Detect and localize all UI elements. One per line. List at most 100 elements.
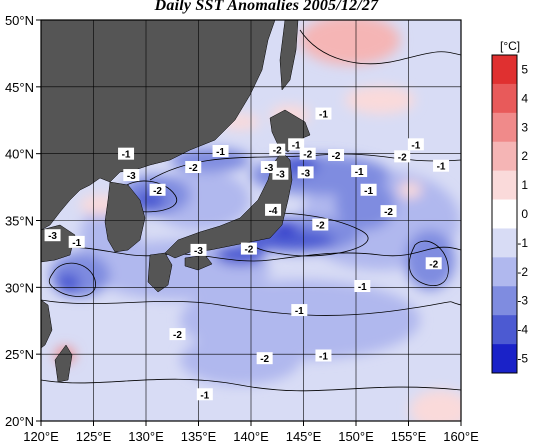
contour-label-bg [185,161,202,174]
contour-label: -2 [153,186,162,197]
lat-tick-label: 40°N [5,147,34,162]
contour-label: -3 [127,171,136,182]
colorbar-swatch [492,55,517,85]
colorbar-swatch [492,141,517,171]
colorbar-unit: [°C] [500,39,520,53]
colorbar-tick-label: -3 [517,294,528,308]
lat-tick-label: 35°N [5,214,34,229]
contour-label-bg [291,304,308,317]
contour-label: -2 [244,245,253,256]
contour-label-bg [299,147,316,160]
contour-label: -2 [316,221,325,232]
contour-label-bg [288,138,305,151]
lon-tick-label: 145°E [286,429,322,444]
grid-lines [41,20,461,421]
contour-label: -1 [200,390,209,401]
contour-label: -2 [384,207,393,218]
colorbar-swatch [492,286,517,316]
lon-tick-label: 120°E [23,429,59,444]
colorbar-tick-label: 5 [521,62,528,76]
contour-label-bg [68,235,85,248]
contour-label: -2 [260,354,269,365]
colorbar-swatch [492,228,517,258]
colorbar-tick-label: 1 [521,178,528,192]
lon-tick-label: 160°E [443,429,479,444]
colorbar-swatch [492,257,517,287]
contour-label: -2 [173,330,182,341]
lon-tick-label: 135°E [181,429,217,444]
lat-tick-label: 25°N [5,347,34,362]
contour-label-bg [425,257,442,270]
contour-label-bg [433,159,450,172]
colorbar-swatch [492,170,517,200]
lat-tick-label: 30°N [5,280,34,295]
contour-label: -2 [398,152,407,163]
map-title: Daily SST Anomalies 2005/12/27 [154,0,379,14]
contour-label-bg [149,183,166,196]
contour-label-bg [260,161,277,174]
lon-tick-label: 150°E [338,429,374,444]
anomaly-field: -1-1 -2-3-2 -2 -2-1-1-2 -3 -3 -1-3-2 -1-4-2-2-1… [41,20,461,421]
contour-label-bg [190,243,207,256]
colorbar-tick-label: -4 [517,323,528,337]
colorbar-tick-label: -1 [517,236,528,250]
contour-label-bg [351,165,368,178]
colorbar-tick-label: -2 [517,265,528,279]
contour-label-bg [315,107,332,120]
contour-label: -1 [437,162,446,173]
colorbar-tick-label: 4 [521,91,528,105]
colorbar-swatch [492,83,517,114]
colorbar-swatch [492,112,517,143]
contour-label: -2 [273,146,282,157]
contour-label-bg [212,144,229,157]
contour-label-bg [118,147,135,160]
lat-tick-label: 45°N [5,80,34,95]
lon-tick-label: 155°E [391,429,427,444]
colorbar-swatch [492,344,517,374]
contour-label-bg [394,150,411,163]
lat-tick-label: 20°N [5,414,34,429]
contour-label: -2 [332,151,341,162]
lat-tick-label: 50°N [5,13,34,28]
lon-tick-label: 130°E [128,429,164,444]
contour-label-bg [315,349,332,362]
colorbar: [°C] 5 4 3 2 1 0 -1 -2 -3 -4 -5 [491,39,528,374]
contour-label: -1 [355,167,364,178]
lon-tick-label: 125°E [76,429,112,444]
contour-label: -3 [301,168,310,179]
lon-tick-label: 140°E [233,429,269,444]
contour-label: -1 [319,110,328,121]
contour-label: -1 [216,147,225,158]
contour-label: -1 [295,306,304,317]
contour-label: -3 [194,246,203,257]
contour-label-bg [328,149,345,162]
contour-label: -3 [264,163,273,174]
contour-label: -1 [411,140,420,151]
contour-label: -1 [364,186,373,197]
contour-label-bg [256,352,273,365]
contour-label: -4 [269,206,278,217]
colorbar-swatch [492,315,517,345]
contour-label: -2 [429,259,438,270]
contour-label-bg [169,328,186,341]
contour-label-bg [44,229,61,242]
contour-label-bg [312,218,329,231]
contour-label-bg [354,279,371,292]
longitude-ticks: 120°E 125°E 130°E 135°E 140°E 145°E 150°E 155°E… [23,421,479,444]
contour-label: -1 [292,140,301,151]
contour-label-bg [407,138,424,151]
colorbar-tick-label: 2 [521,149,528,163]
contour-labels: -1-1 -2-3-2 -2 -2-1-1-2 -3 -3 -1-3-2 -1-4-2-2-1… [44,107,450,401]
colorbar-tick-label: -5 [517,352,528,366]
colorbar-tick-label: 0 [521,207,528,221]
contour-label-bg [123,169,140,182]
contour-label: -3 [276,170,285,181]
contour-label: -1 [122,150,131,161]
contour-label: -1 [72,238,81,249]
contour-label: -1 [358,282,367,293]
contour-label: -3 [48,231,57,242]
colorbar-swatch [492,199,517,229]
contour-label-bg [380,205,397,218]
contour-label-bg [265,203,282,216]
